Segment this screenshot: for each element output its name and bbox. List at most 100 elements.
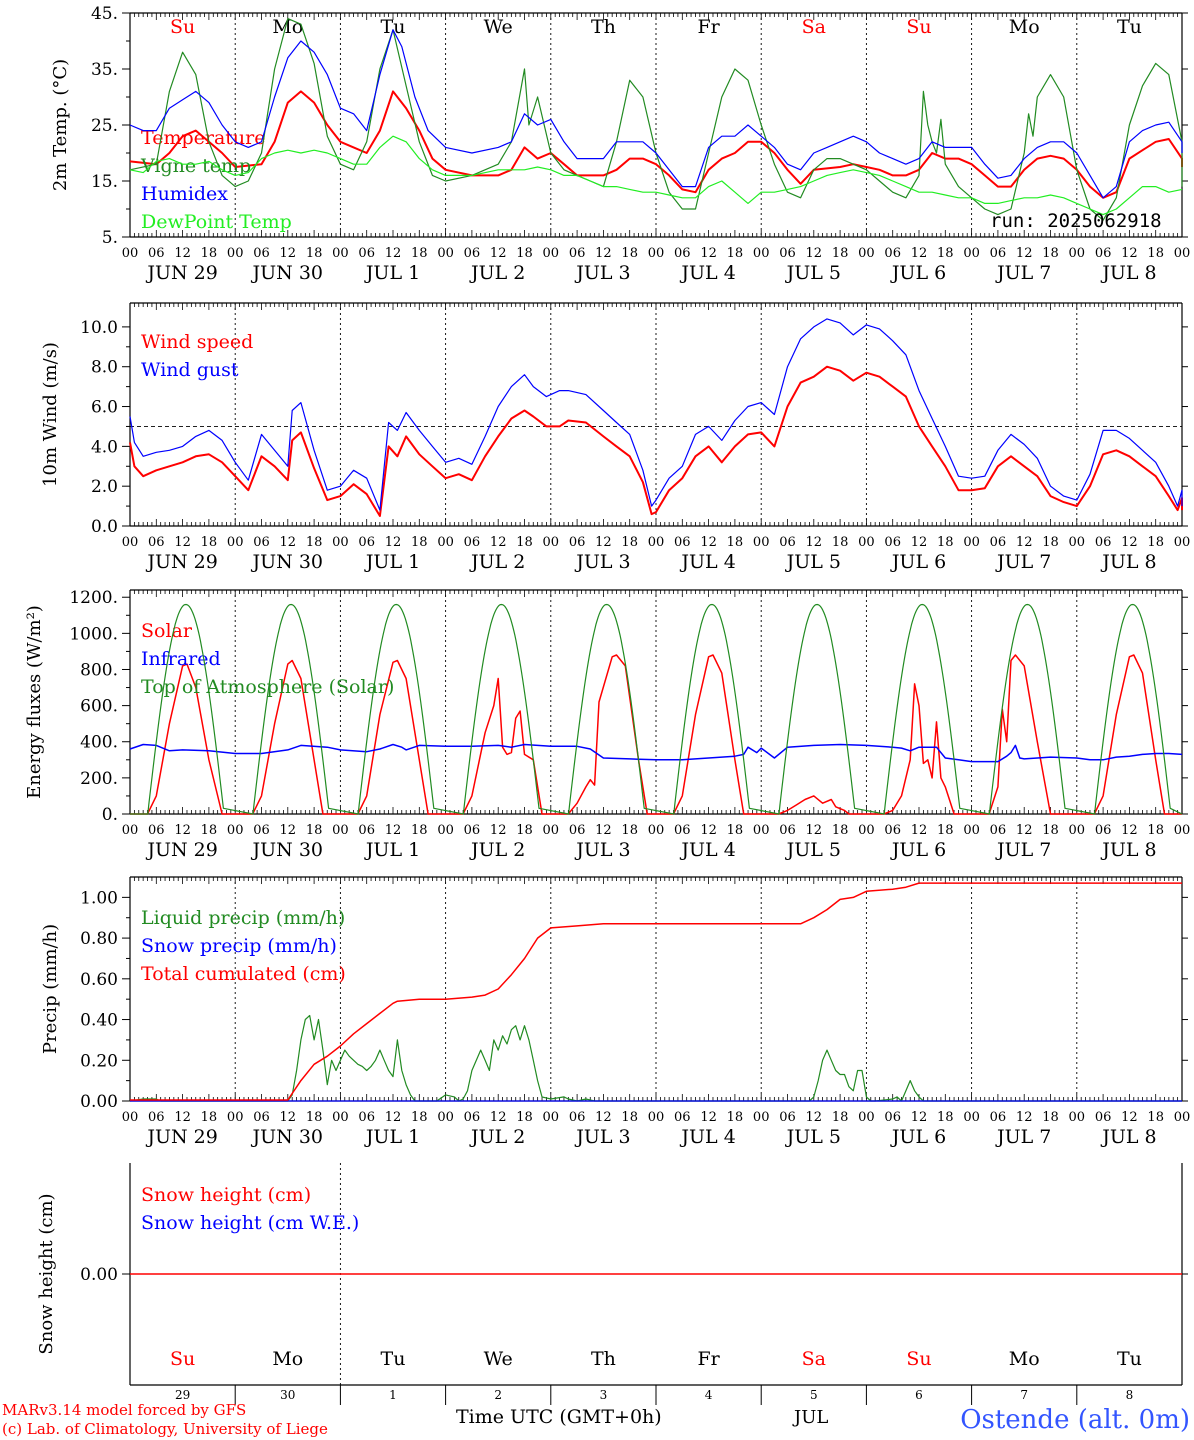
- hour-tick-label: 06: [464, 535, 481, 550]
- day-date-label: JUL 8: [1100, 839, 1156, 861]
- hour-tick-label: 06: [148, 1110, 165, 1125]
- hour-tick-label: 00: [437, 1110, 454, 1125]
- series-line-humidex: [129, 29, 1183, 199]
- day-date-label: JUL 6: [890, 551, 946, 573]
- day-number-label: 29: [175, 1388, 190, 1402]
- hour-tick-label: 12: [806, 535, 823, 550]
- hour-tick-label: 12: [174, 246, 191, 261]
- hour-tick-label: 18: [1042, 1110, 1059, 1125]
- hour-tick-label: 18: [1042, 823, 1059, 838]
- hour-tick-label: 18: [727, 823, 744, 838]
- y-tick-label: 0.80: [80, 929, 118, 949]
- day-date-label: JUL 8: [1100, 551, 1156, 573]
- hour-tick-label: 00: [753, 1110, 770, 1125]
- y-tick-label: 0.00: [80, 1092, 118, 1112]
- hour-tick-label: 18: [306, 246, 323, 261]
- series-line-infrared: [129, 743, 1183, 763]
- hour-tick-label: 06: [358, 246, 375, 261]
- hour-tick-label: 12: [911, 246, 928, 261]
- hour-tick-label: 00: [648, 535, 665, 550]
- day-date-label: JUL 3: [574, 262, 630, 284]
- hour-tick-label: 18: [201, 246, 218, 261]
- hour-tick-label: 00: [648, 1110, 665, 1125]
- hour-tick-label: 00: [437, 823, 454, 838]
- legend-snow-height-cm-: Snow height (cm): [141, 1184, 311, 1206]
- hour-tick-label: 12: [174, 1110, 191, 1125]
- hour-tick-label: 12: [911, 535, 928, 550]
- y-tick-label: 15.: [91, 172, 118, 192]
- day-date-label: JUN 30: [251, 839, 323, 861]
- hour-tick-label: 00: [753, 535, 770, 550]
- hour-tick-label: 12: [385, 246, 402, 261]
- hour-tick-label: 18: [516, 246, 533, 261]
- hour-tick-label: 12: [700, 823, 717, 838]
- hour-tick-label: 00: [122, 1110, 139, 1125]
- hour-tick-label: 18: [832, 823, 849, 838]
- hour-tick-label: 12: [174, 823, 191, 838]
- hour-tick-label: 06: [990, 823, 1007, 838]
- y-tick-label: 800.: [80, 660, 118, 680]
- day-date-label: JUL 6: [890, 839, 946, 861]
- day-number-label: 30: [280, 1388, 295, 1402]
- hour-tick-label: 18: [1042, 535, 1059, 550]
- weekday-label: Mo: [272, 1348, 303, 1370]
- hour-tick-label: 12: [1121, 823, 1138, 838]
- legend-dewpoint-temp: DewPoint Temp: [141, 211, 292, 233]
- y-tick-label: 1000.: [69, 624, 118, 644]
- day-date-label: JUL 7: [995, 551, 1051, 573]
- y-tick-label: 600.: [80, 697, 118, 717]
- hour-tick-label: 18: [937, 246, 954, 261]
- day-date-label: JUL 2: [469, 551, 525, 573]
- hour-tick-label: 12: [1121, 246, 1138, 261]
- y-axis-label: Snow height (cm): [36, 1193, 57, 1354]
- hour-tick-label: 00: [437, 246, 454, 261]
- hour-tick-label: 18: [201, 1110, 218, 1125]
- hour-tick-label: 06: [464, 823, 481, 838]
- hour-tick-label: 00: [753, 823, 770, 838]
- hour-tick-label: 06: [990, 246, 1007, 261]
- hour-tick-label: 06: [674, 1110, 691, 1125]
- y-tick-label: 0.: [102, 805, 118, 825]
- hour-tick-label: 06: [569, 535, 586, 550]
- hour-tick-label: 00: [963, 823, 980, 838]
- hour-tick-label: 06: [253, 535, 270, 550]
- y-tick-label: 1200.: [69, 588, 118, 608]
- hour-tick-label: 12: [700, 535, 717, 550]
- day-date-label: JUL 1: [364, 1126, 420, 1148]
- y-tick-label: 5.: [102, 228, 118, 248]
- hour-tick-label: 00: [1069, 535, 1086, 550]
- hour-tick-label: 18: [516, 1110, 533, 1125]
- hour-tick-label: 12: [595, 1110, 612, 1125]
- weekday-label: Sa: [802, 1348, 826, 1370]
- hour-tick-label: 00: [437, 535, 454, 550]
- weekday-label: Fr: [697, 16, 720, 38]
- hour-tick-label: 18: [411, 823, 428, 838]
- y-tick-label: 0.40: [80, 1011, 118, 1031]
- hour-tick-label: 12: [806, 823, 823, 838]
- hour-tick-label: 06: [464, 246, 481, 261]
- hour-tick-label: 06: [358, 1110, 375, 1125]
- hour-tick-label: 12: [1121, 1110, 1138, 1125]
- hour-tick-label: 18: [621, 246, 638, 261]
- hour-tick-label: 00: [858, 1110, 875, 1125]
- snow-panel: 0.00 Snow height (cm) Snow height (cm) Snow…: [36, 1163, 1188, 1405]
- hour-tick-label: 06: [1095, 535, 1112, 550]
- day-date-label: JUL 7: [995, 262, 1051, 284]
- hour-tick-label: 12: [700, 1110, 717, 1125]
- hour-tick-label: 00: [227, 246, 244, 261]
- weekday-label: Mo: [1009, 1348, 1040, 1370]
- legend-humidex: Humidex: [141, 183, 228, 205]
- hour-tick-label: 06: [464, 1110, 481, 1125]
- legend-solar: Solar: [141, 620, 193, 642]
- day-date-label: JUL 5: [785, 551, 841, 573]
- hour-tick-label: 00: [1069, 823, 1086, 838]
- hour-tick-label: 18: [516, 823, 533, 838]
- hour-tick-label: 00: [227, 535, 244, 550]
- hour-tick-label: 00: [753, 246, 770, 261]
- legend-vigne-temp: Vigne temp: [140, 155, 251, 177]
- legend-top-of-atmosphere-solar-: Top of Atmosphere (Solar): [141, 676, 394, 698]
- hour-tick-label: 00: [543, 535, 560, 550]
- hour-tick-label: 12: [490, 246, 507, 261]
- hour-tick-label: 06: [148, 823, 165, 838]
- day-date-label: JUL 8: [1100, 262, 1156, 284]
